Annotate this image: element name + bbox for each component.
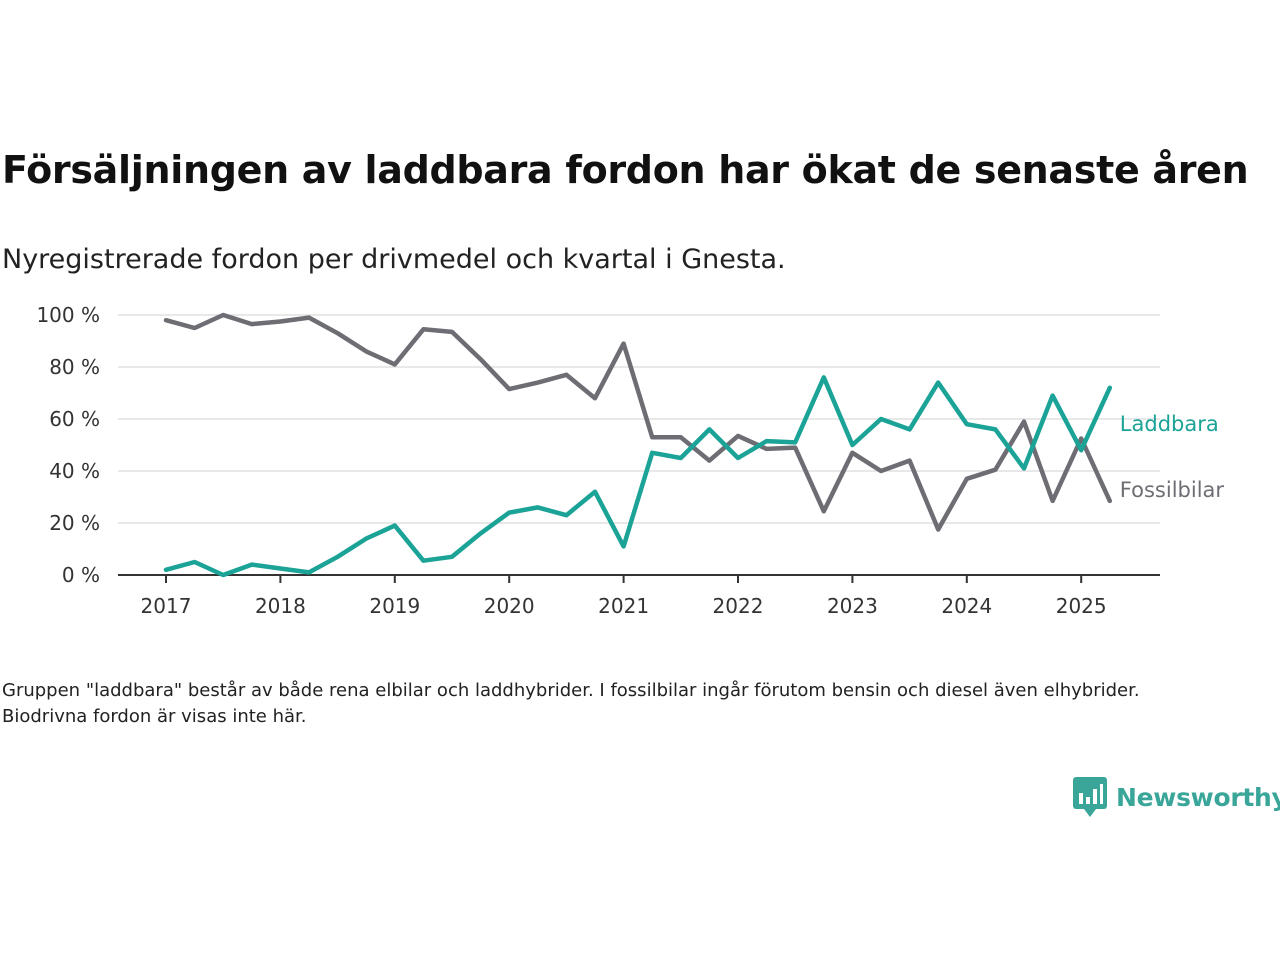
x-tick-label: 2020 bbox=[484, 594, 535, 618]
x-tick-label: 2024 bbox=[941, 594, 992, 618]
y-tick-label: 80 % bbox=[49, 355, 100, 379]
x-tick-label: 2025 bbox=[1056, 594, 1107, 618]
y-tick-label: 0 % bbox=[62, 563, 100, 587]
x-tick-label: 2021 bbox=[598, 594, 649, 618]
bar-chart-icon bbox=[1073, 777, 1107, 817]
series-label-fossilbilar: Fossilbilar bbox=[1120, 478, 1225, 502]
y-tick-label: 20 % bbox=[49, 511, 100, 535]
axes: 0 % 20 % 40 % 60 % 80 % 100 % 2017 2018 2019 2020… bbox=[36, 303, 1160, 618]
series-label-laddbara: Laddbara bbox=[1120, 412, 1219, 436]
chart-subtitle: Nyregistrerade fordon per drivmedel och … bbox=[2, 244, 786, 275]
series-labels: Laddbara Fossilbilar bbox=[1120, 412, 1225, 502]
chart-title: Försäljningen av laddbara fordon har öka… bbox=[2, 148, 1249, 192]
x-tick-label: 2019 bbox=[369, 594, 420, 618]
x-tick-label: 2018 bbox=[255, 594, 306, 618]
series-line-laddbara bbox=[163, 375, 1113, 578]
y-tick-label: 40 % bbox=[49, 459, 100, 483]
y-tick-label: 60 % bbox=[49, 407, 100, 431]
series-lines bbox=[163, 312, 1113, 578]
series-line-fossilbilar bbox=[163, 312, 1113, 532]
x-tick-label: 2017 bbox=[141, 594, 192, 618]
x-tick-label: 2023 bbox=[827, 594, 878, 618]
brand-name: Newsworthy bbox=[1116, 782, 1280, 812]
brand-logo: Newsworthy bbox=[1072, 776, 1280, 818]
y-tick-label: 100 % bbox=[36, 303, 100, 327]
x-tick-label: 2022 bbox=[713, 594, 764, 618]
line-chart: 0 % 20 % 40 % 60 % 80 % 100 % 2017 2018 2019 2020… bbox=[36, 303, 1225, 618]
footnote: Gruppen "laddbara" består av både rena e… bbox=[2, 680, 1140, 727]
